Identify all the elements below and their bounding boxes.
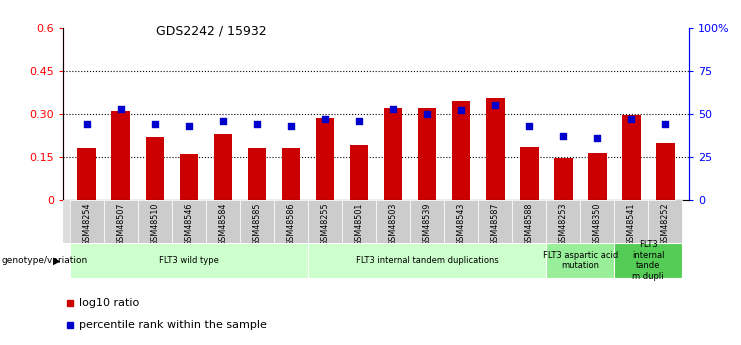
Bar [376, 200, 410, 243]
Text: GSM48503: GSM48503 [388, 202, 398, 246]
Point [183, 123, 195, 129]
Point [81, 121, 93, 127]
Bar [316, 118, 334, 200]
Bar [213, 134, 232, 200]
Bar [179, 154, 199, 200]
Bar [546, 200, 580, 243]
Bar [111, 111, 130, 200]
Text: GSM48584: GSM48584 [219, 202, 227, 246]
Bar [145, 137, 165, 200]
Text: GDS2242 / 15932: GDS2242 / 15932 [156, 24, 266, 37]
Point [353, 118, 365, 124]
Text: GSM48507: GSM48507 [116, 202, 125, 246]
Bar [206, 200, 240, 243]
Bar [486, 98, 505, 200]
Text: GSM48252: GSM48252 [661, 202, 670, 246]
Bar [308, 200, 342, 243]
Bar [172, 200, 206, 243]
Text: ▶: ▶ [53, 256, 61, 265]
Text: GSM48586: GSM48586 [287, 202, 296, 246]
Bar [308, 243, 546, 278]
Text: GSM48543: GSM48543 [456, 202, 465, 246]
Point [455, 108, 467, 113]
Bar [614, 243, 682, 278]
Bar [78, 148, 96, 200]
Bar [70, 200, 104, 243]
Text: percentile rank within the sample: percentile rank within the sample [79, 319, 267, 329]
Point [319, 116, 331, 122]
Point [421, 111, 433, 117]
Bar [452, 101, 471, 200]
Bar [656, 142, 674, 200]
Bar [274, 200, 308, 243]
Point [557, 134, 569, 139]
Bar [240, 200, 274, 243]
Point [217, 118, 229, 124]
Bar [282, 148, 300, 200]
Point [115, 106, 127, 111]
Text: GSM48539: GSM48539 [422, 202, 431, 246]
Text: FLT3 aspartic acid
mutation: FLT3 aspartic acid mutation [542, 251, 618, 270]
Point [625, 116, 637, 122]
Bar [410, 200, 444, 243]
Bar [554, 158, 573, 200]
Text: GSM48254: GSM48254 [82, 202, 91, 246]
Text: GSM48501: GSM48501 [354, 202, 364, 246]
Text: FLT3 wild type: FLT3 wild type [159, 256, 219, 265]
Bar [104, 200, 138, 243]
Bar [520, 147, 539, 200]
Text: FLT3
internal
tande
m dupli: FLT3 internal tande m dupli [632, 240, 665, 280]
Bar [580, 200, 614, 243]
Bar [512, 200, 546, 243]
Bar [350, 146, 368, 200]
Bar [384, 108, 402, 200]
Text: GSM48546: GSM48546 [185, 202, 193, 246]
Point [387, 106, 399, 111]
Text: log10 ratio: log10 ratio [79, 298, 139, 308]
Text: GSM48587: GSM48587 [491, 202, 499, 246]
Bar [546, 243, 614, 278]
Bar [648, 200, 682, 243]
Bar [622, 115, 641, 200]
Bar [478, 200, 512, 243]
Text: GSM48253: GSM48253 [559, 202, 568, 246]
Text: GSM48255: GSM48255 [321, 202, 330, 246]
Point [523, 123, 535, 129]
Text: GSM48350: GSM48350 [593, 202, 602, 246]
Text: genotype/variation: genotype/variation [1, 256, 87, 265]
Bar [247, 148, 266, 200]
Bar [70, 243, 308, 278]
Bar [418, 108, 436, 200]
Bar [588, 152, 607, 200]
Point [251, 121, 263, 127]
Point [659, 121, 671, 127]
Bar [342, 200, 376, 243]
Bar [444, 200, 478, 243]
Bar [138, 200, 172, 243]
Text: GSM48585: GSM48585 [253, 202, 262, 246]
Point [149, 121, 161, 127]
Point [489, 102, 501, 108]
Point [591, 135, 603, 141]
Text: GSM48588: GSM48588 [525, 202, 534, 246]
Text: GSM48510: GSM48510 [150, 202, 159, 246]
Bar [614, 200, 648, 243]
Text: GSM48541: GSM48541 [627, 202, 636, 246]
Text: FLT3 internal tandem duplications: FLT3 internal tandem duplications [356, 256, 499, 265]
Point [285, 123, 297, 129]
